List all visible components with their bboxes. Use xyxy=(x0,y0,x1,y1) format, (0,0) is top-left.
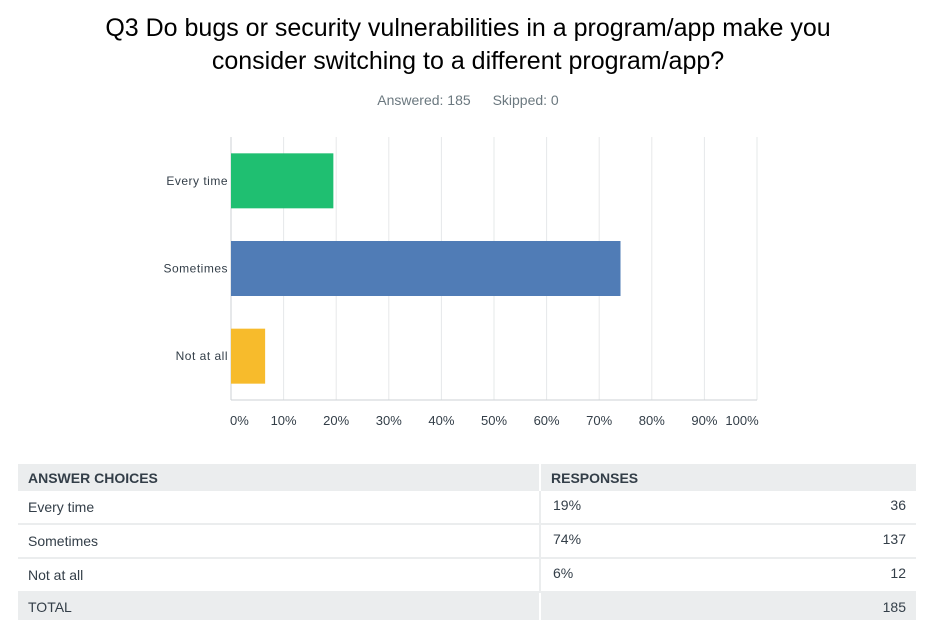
x-tick-label: 40% xyxy=(428,413,454,428)
x-tick-label: 80% xyxy=(639,413,665,428)
x-tick-label: 30% xyxy=(376,413,402,428)
responses-table: ANSWER CHOICES RESPONSES Every time 19% … xyxy=(18,464,916,620)
row-choice: Not at all xyxy=(18,558,540,593)
row-percent: 6% xyxy=(553,565,574,581)
row-responses: 6% 12 xyxy=(539,558,916,593)
category-label: Not at all xyxy=(176,349,228,363)
x-tick-label: 50% xyxy=(481,413,507,428)
response-summary: Answered: 185 Skipped: 0 xyxy=(0,92,936,108)
skipped-count: Skipped: 0 xyxy=(492,92,559,108)
bar xyxy=(231,241,621,296)
title-line-2: consider switching to a different progra… xyxy=(211,47,725,75)
x-tick-label: 60% xyxy=(534,413,560,428)
bar xyxy=(231,328,266,384)
answered-count: Answered: 185 xyxy=(377,92,471,108)
row-count: 36 xyxy=(890,497,906,513)
x-tick-label: 70% xyxy=(586,413,612,428)
header-answer-choices: ANSWER CHOICES xyxy=(18,464,540,491)
row-choice: Every time xyxy=(18,491,540,525)
x-tick-label: 0% xyxy=(230,413,249,428)
chart-title: Q3 Do bugs or security vulnerabilities i… xyxy=(40,12,896,78)
row-percent: 74% xyxy=(553,531,582,547)
category-label: Sometimes xyxy=(163,262,228,276)
row-count: 12 xyxy=(890,565,906,581)
table-row: Sometimes 74% 137 xyxy=(18,524,916,559)
title-line-1: Q3 Do bugs or security vulnerabilities i… xyxy=(105,14,831,42)
row-percent: 19% xyxy=(553,497,582,513)
row-count: 137 xyxy=(882,531,906,547)
category-label: Every time xyxy=(166,174,228,188)
bar xyxy=(231,153,334,209)
x-tick-label: 10% xyxy=(271,413,297,428)
x-tick-label: 90% xyxy=(691,413,717,428)
header-responses: RESPONSES xyxy=(539,464,916,491)
total-label: TOTAL xyxy=(18,592,540,620)
row-choice: Sometimes xyxy=(18,524,540,559)
row-responses: 74% 137 xyxy=(539,524,916,559)
x-tick-label: 100% xyxy=(725,413,759,428)
table-row: Every time 19% 36 xyxy=(18,491,916,525)
bar-chart: 0% 10% 20% 30% 40% 50% 60% 70% 80% 90% 100% Every t… xyxy=(163,137,759,428)
total-count: 185 xyxy=(539,592,916,620)
total-row: TOTAL 185 xyxy=(18,592,916,620)
table-row: Not at all 6% 12 xyxy=(18,558,916,593)
table-header-row: ANSWER CHOICES RESPONSES xyxy=(18,464,916,491)
x-tick-label: 20% xyxy=(323,413,349,428)
row-responses: 19% 36 xyxy=(539,491,916,525)
